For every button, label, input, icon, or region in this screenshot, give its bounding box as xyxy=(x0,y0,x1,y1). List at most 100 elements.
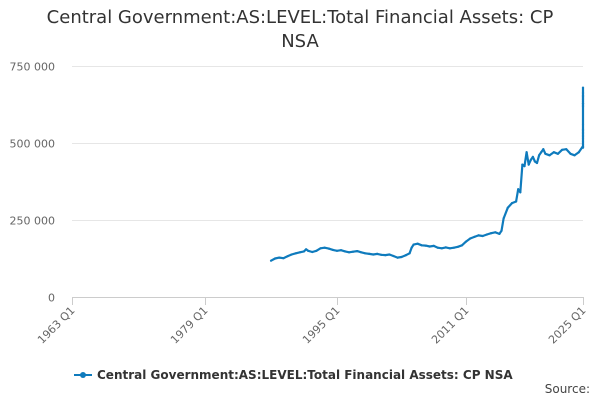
data-point[interactable] xyxy=(396,256,399,259)
data-point[interactable] xyxy=(581,131,585,134)
data-point[interactable] xyxy=(490,232,493,235)
data-point[interactable] xyxy=(278,256,281,259)
data-point[interactable] xyxy=(408,252,411,255)
data-point[interactable] xyxy=(302,250,306,253)
data-point[interactable] xyxy=(352,250,355,253)
data-point[interactable] xyxy=(517,188,520,191)
data-point[interactable] xyxy=(416,242,419,245)
legend[interactable]: Central Government:AS:LEVEL:Total Financ… xyxy=(74,366,513,384)
data-point[interactable] xyxy=(327,247,330,250)
data-point[interactable] xyxy=(298,251,301,254)
data-point[interactable] xyxy=(456,245,459,248)
data-point[interactable] xyxy=(473,235,476,238)
data-point[interactable] xyxy=(335,249,339,252)
data-point[interactable] xyxy=(477,234,480,237)
data-point[interactable] xyxy=(428,245,431,248)
data-point[interactable] xyxy=(542,148,545,151)
data-point[interactable] xyxy=(410,246,413,249)
data-point[interactable] xyxy=(527,163,530,166)
data-point[interactable] xyxy=(581,91,585,94)
series-line[interactable] xyxy=(270,87,585,262)
data-point[interactable] xyxy=(540,151,543,154)
data-point[interactable] xyxy=(538,154,541,157)
data-point[interactable] xyxy=(380,253,383,256)
data-point[interactable] xyxy=(452,246,455,249)
data-point[interactable] xyxy=(561,148,564,151)
data-point[interactable] xyxy=(323,246,326,249)
data-point[interactable] xyxy=(581,94,585,97)
data-point[interactable] xyxy=(464,240,468,243)
data-point[interactable] xyxy=(420,244,423,247)
data-point[interactable] xyxy=(460,244,464,247)
data-point[interactable] xyxy=(581,146,585,149)
data-point[interactable] xyxy=(581,105,585,108)
data-point[interactable] xyxy=(311,250,314,254)
data-point[interactable] xyxy=(529,158,532,161)
data-point[interactable] xyxy=(444,246,447,249)
data-point[interactable] xyxy=(535,161,539,165)
data-point[interactable] xyxy=(533,160,537,163)
data-point[interactable] xyxy=(525,151,528,154)
data-point[interactable] xyxy=(569,152,572,155)
data-point[interactable] xyxy=(577,151,580,154)
data-point[interactable] xyxy=(515,200,518,203)
data-point[interactable] xyxy=(436,246,439,249)
data-point[interactable] xyxy=(523,165,526,168)
data-point[interactable] xyxy=(269,259,273,262)
data-point[interactable] xyxy=(339,249,343,252)
data-point[interactable] xyxy=(510,202,514,205)
data-point[interactable] xyxy=(565,148,568,151)
data-point[interactable] xyxy=(440,247,443,250)
data-point[interactable] xyxy=(372,253,375,256)
data-point[interactable] xyxy=(356,250,359,253)
data-point[interactable] xyxy=(494,231,497,234)
data-point[interactable] xyxy=(368,252,371,255)
data-point[interactable] xyxy=(286,255,289,258)
data-point[interactable] xyxy=(548,154,551,157)
data-point[interactable] xyxy=(412,243,415,246)
data-point[interactable] xyxy=(498,232,501,235)
data-point[interactable] xyxy=(364,252,367,255)
data-point[interactable] xyxy=(531,155,535,158)
data-point[interactable] xyxy=(305,248,308,251)
data-point[interactable] xyxy=(581,132,585,135)
data-point[interactable] xyxy=(432,244,435,247)
data-point[interactable] xyxy=(552,151,555,154)
data-point[interactable] xyxy=(294,252,297,255)
data-point[interactable] xyxy=(506,206,509,209)
data-point[interactable] xyxy=(581,86,585,89)
data-point[interactable] xyxy=(282,257,285,260)
data-point[interactable] xyxy=(404,254,407,257)
data-point[interactable] xyxy=(481,234,484,238)
data-point[interactable] xyxy=(331,248,334,251)
data-point[interactable] xyxy=(521,163,524,166)
data-point[interactable] xyxy=(384,254,387,257)
data-point[interactable] xyxy=(388,253,391,256)
data-point[interactable] xyxy=(556,152,560,155)
data-point[interactable] xyxy=(360,251,363,254)
data-point[interactable] xyxy=(376,252,379,255)
data-point[interactable] xyxy=(573,154,576,157)
data-point[interactable] xyxy=(348,251,351,254)
data-point[interactable] xyxy=(502,217,505,220)
data-point[interactable] xyxy=(469,237,472,240)
data-point[interactable] xyxy=(581,137,585,140)
data-point[interactable] xyxy=(485,233,488,236)
data-point[interactable] xyxy=(315,249,318,252)
data-point[interactable] xyxy=(290,253,293,256)
data-point[interactable] xyxy=(500,229,503,232)
data-point[interactable] xyxy=(519,191,522,194)
data-point[interactable] xyxy=(307,249,310,252)
data-point[interactable] xyxy=(319,247,322,250)
data-point[interactable] xyxy=(424,244,427,247)
data-point[interactable] xyxy=(581,100,585,103)
data-point[interactable] xyxy=(581,141,585,145)
data-point[interactable] xyxy=(392,254,395,258)
data-point[interactable] xyxy=(274,257,277,260)
data-point[interactable] xyxy=(448,247,451,250)
data-point[interactable] xyxy=(400,255,403,259)
data-point[interactable] xyxy=(344,250,347,253)
data-point[interactable] xyxy=(581,128,585,131)
data-point[interactable] xyxy=(544,152,547,155)
data-point[interactable] xyxy=(581,123,585,126)
